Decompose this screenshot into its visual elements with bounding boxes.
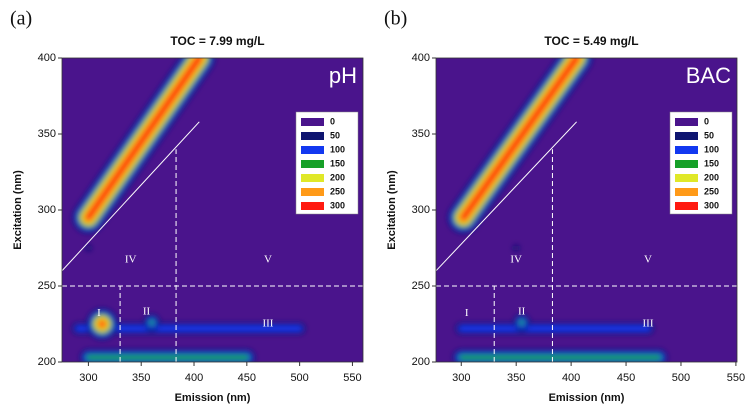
legend-swatch xyxy=(675,118,698,126)
legend-label: 150 xyxy=(704,158,719,168)
region-label: I xyxy=(97,307,101,319)
legend-label: 50 xyxy=(704,130,714,140)
legend-swatch xyxy=(675,132,698,140)
legend-swatch xyxy=(301,132,324,140)
x-tick-label: 450 xyxy=(238,372,256,384)
x-tick-label: 500 xyxy=(672,372,690,384)
x-tick-label: 300 xyxy=(79,372,97,384)
x-tick-label: 400 xyxy=(562,372,580,384)
region-label: II xyxy=(518,305,526,317)
y-tick-label: 400 xyxy=(38,52,56,64)
panel-label: (a) xyxy=(10,8,32,30)
x-tick-label: 300 xyxy=(452,372,470,384)
region-label: II xyxy=(143,305,151,317)
legend-swatch xyxy=(301,174,324,182)
legend-swatch xyxy=(675,146,698,154)
contour-band xyxy=(460,58,580,221)
x-tick-label: 550 xyxy=(727,372,745,384)
y-tick-label: 200 xyxy=(38,356,56,368)
y-tick-label: 350 xyxy=(38,128,56,140)
y-tick-label: 200 xyxy=(412,356,430,368)
region-label: V xyxy=(644,254,652,266)
legend-label: 100 xyxy=(330,144,345,154)
legend-swatch xyxy=(675,160,698,168)
condition-tag: BAC xyxy=(686,63,731,88)
x-tick-label: 550 xyxy=(343,372,361,384)
region-label: III xyxy=(643,318,654,330)
legend: 0 50 100 150 200 250 300 xyxy=(669,111,733,215)
legend-swatch xyxy=(675,202,698,210)
region-boundary xyxy=(62,121,200,272)
contour-layers xyxy=(72,58,306,362)
legend-label: 50 xyxy=(330,130,340,140)
legend-swatch xyxy=(675,174,698,182)
contour-band xyxy=(85,58,203,221)
legend-label: 250 xyxy=(330,186,345,196)
chart-title: TOC = 5.49 mg/L xyxy=(544,34,638,48)
legend-swatch xyxy=(301,160,324,168)
legend-label: 0 xyxy=(704,116,709,126)
y-tick-label: 400 xyxy=(412,52,430,64)
y-tick-label: 250 xyxy=(38,280,56,292)
legend-label: 200 xyxy=(704,172,719,182)
legend-label: 300 xyxy=(704,200,719,210)
legend-label: 200 xyxy=(330,172,345,182)
y-tick-label: 250 xyxy=(412,280,430,292)
x-tick-label: 450 xyxy=(617,372,635,384)
y-axis-label: Excitation (nm) xyxy=(386,170,398,250)
x-tick-label: 350 xyxy=(507,372,525,384)
y-tick-label: 350 xyxy=(412,128,430,140)
legend-swatch xyxy=(301,118,324,126)
region-label: I xyxy=(465,307,469,319)
region-label: IV xyxy=(510,254,522,266)
legend-label: 150 xyxy=(330,158,345,168)
condition-tag: pH xyxy=(329,63,357,88)
region-boundary xyxy=(436,121,577,272)
legend-swatch xyxy=(301,146,324,154)
legend-label: 250 xyxy=(704,186,719,196)
legend-swatch xyxy=(301,188,324,196)
legend-label: 300 xyxy=(330,200,345,210)
chart-title: TOC = 7.99 mg/L xyxy=(170,34,264,48)
region-label: III xyxy=(262,318,273,330)
legend-label: 100 xyxy=(704,144,719,154)
panel-label: (b) xyxy=(384,8,407,30)
legend-label: 0 xyxy=(330,116,335,126)
x-axis-label: Emission (nm) xyxy=(549,392,625,404)
legend-swatch xyxy=(675,188,698,196)
x-tick-label: 500 xyxy=(290,372,308,384)
y-tick-label: 300 xyxy=(38,204,56,216)
y-axis-label: Excitation (nm) xyxy=(12,170,24,250)
x-tick-label: 400 xyxy=(185,372,203,384)
region-label: IV xyxy=(125,254,137,266)
x-tick-label: 350 xyxy=(132,372,150,384)
legend-swatch xyxy=(301,202,324,210)
x-axis-label: Emission (nm) xyxy=(175,392,251,404)
region-label: V xyxy=(264,254,272,266)
y-tick-label: 300 xyxy=(412,204,430,216)
legend: 0 50 100 150 200 250 300 xyxy=(295,111,359,215)
